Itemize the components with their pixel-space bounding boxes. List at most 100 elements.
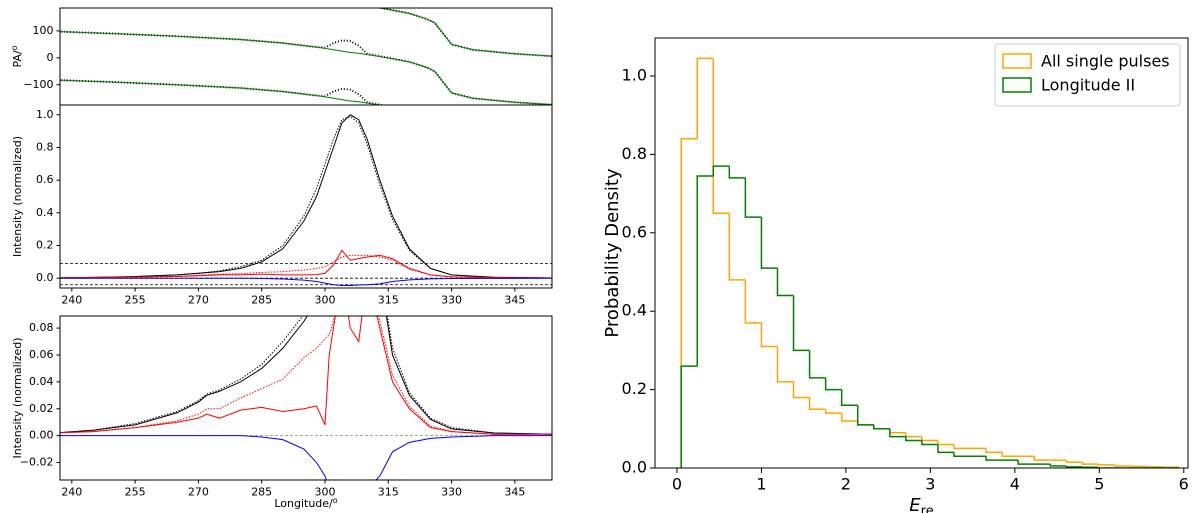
y-tick-label: 0.2 — [622, 379, 647, 398]
histogram-step — [1065, 460, 1083, 463]
legend-swatch — [1002, 53, 1032, 69]
plot-area — [60, 114, 552, 287]
data-line — [376, 8, 552, 57]
axes-frame — [59, 104, 553, 289]
y-tick-label: 0.6 — [36, 173, 54, 186]
x-tick-label: 270 — [188, 294, 209, 307]
data-line — [60, 254, 552, 279]
y-tick-label: 0.0 — [36, 271, 54, 284]
data-line — [60, 316, 552, 435]
x-tick-label: 240 — [61, 486, 82, 499]
histogram-step — [1033, 456, 1051, 461]
y-tick-label: 100 — [33, 24, 54, 37]
data-line — [60, 249, 552, 279]
histogram-step — [953, 452, 971, 457]
y-tick-label: 1.0 — [36, 108, 54, 121]
y-tick-label: 0.6 — [622, 222, 647, 241]
histogram-step — [760, 217, 778, 269]
histogram-step — [680, 365, 698, 468]
x-tick-label: 330 — [441, 486, 462, 499]
data-line — [60, 316, 552, 435]
y-tick-label: 0.08 — [29, 321, 54, 334]
x-tick-label: 270 — [188, 486, 209, 499]
histogram-step — [1017, 460, 1035, 465]
data-line — [60, 435, 552, 480]
histogram-step — [1097, 464, 1115, 466]
histogram-step — [905, 432, 922, 438]
y-tick-label: 0.8 — [622, 144, 647, 163]
y-tick-label: 0.06 — [29, 348, 54, 361]
x-tick-label: 345 — [504, 486, 525, 499]
y-axis-label: Probability Density — [602, 168, 623, 338]
histogram-step — [1001, 452, 1019, 457]
histogram-step — [985, 448, 1003, 454]
plot-area — [680, 57, 1180, 468]
axes-frame — [654, 37, 1189, 469]
x-tick-label: 1 — [756, 475, 766, 494]
y-tick-label: 0.02 — [29, 402, 54, 415]
histogram-step — [840, 413, 858, 422]
x-tick-label: 345 — [504, 294, 525, 307]
plot-area — [60, 316, 552, 480]
x-axis-label: Longitude/o — [274, 496, 337, 511]
histogram-step — [808, 350, 826, 379]
histogram-step — [776, 346, 794, 383]
histogram-step — [792, 295, 810, 352]
data-line — [60, 114, 552, 279]
y-axis-label: Intensity (normalized) — [11, 136, 24, 257]
histogram-step — [873, 424, 890, 430]
data-line — [60, 277, 552, 287]
histogram-step — [824, 409, 842, 414]
y-tick-label: −100 — [23, 78, 53, 91]
x-tick-label: 315 — [378, 486, 399, 499]
x-tick-label: 285 — [251, 486, 272, 499]
axes-frame — [59, 315, 553, 481]
data-line — [60, 79, 387, 105]
histogram-step — [728, 166, 746, 179]
y-tick-label: 0.8 — [36, 140, 54, 153]
y-axis-label-text: PA/ — [11, 50, 24, 67]
data-line — [60, 316, 552, 435]
x-tick-label: 255 — [125, 486, 146, 499]
histogram-step — [905, 436, 922, 442]
histogram-step — [760, 322, 778, 348]
x-axis-label-sub: re — [921, 504, 934, 513]
legend-box — [994, 43, 1181, 107]
legend-label: Longitude II — [1041, 76, 1135, 95]
data-line — [60, 115, 552, 279]
histogram-step — [937, 440, 955, 446]
y-tick-label: 0 — [47, 51, 54, 64]
axes-frame — [59, 7, 553, 106]
data-line — [60, 79, 383, 105]
x-axis-label-text: Longitude/ — [274, 497, 333, 510]
y-axis-label-text: Intensity (normalized) — [11, 337, 24, 458]
histogram-step — [1081, 462, 1099, 465]
histogram-step — [744, 279, 762, 324]
y-tick-label: 0.04 — [29, 375, 54, 388]
y-axis-label-text: Intensity (normalized) — [11, 136, 24, 257]
x-tick-label: 240 — [61, 294, 82, 307]
histogram-step — [824, 377, 842, 391]
x-tick-label: 2 — [841, 475, 851, 494]
histogram-step — [696, 57, 714, 139]
histogram-step — [889, 428, 906, 434]
histogram-step — [921, 436, 938, 442]
histogram-step — [937, 444, 955, 454]
y-tick-label: 0.4 — [622, 301, 647, 320]
histogram-step — [680, 137, 698, 468]
x-tick-label: 6 — [1179, 475, 1189, 494]
x-axis-label-text: E — [909, 495, 921, 513]
legend-label: All single pulses — [1041, 52, 1170, 71]
plot-area — [60, 8, 552, 105]
x-tick-label: 300 — [314, 486, 335, 499]
x-tick-label: 330 — [441, 294, 462, 307]
histogram-step — [808, 397, 826, 410]
histogram-step — [1113, 464, 1131, 467]
y-tick-label: 0.0 — [622, 458, 647, 477]
x-tick-label: 285 — [251, 294, 272, 307]
histogram-step — [712, 58, 730, 214]
data-line — [60, 316, 552, 435]
histogram-step — [953, 444, 971, 450]
histogram-step — [712, 165, 730, 176]
